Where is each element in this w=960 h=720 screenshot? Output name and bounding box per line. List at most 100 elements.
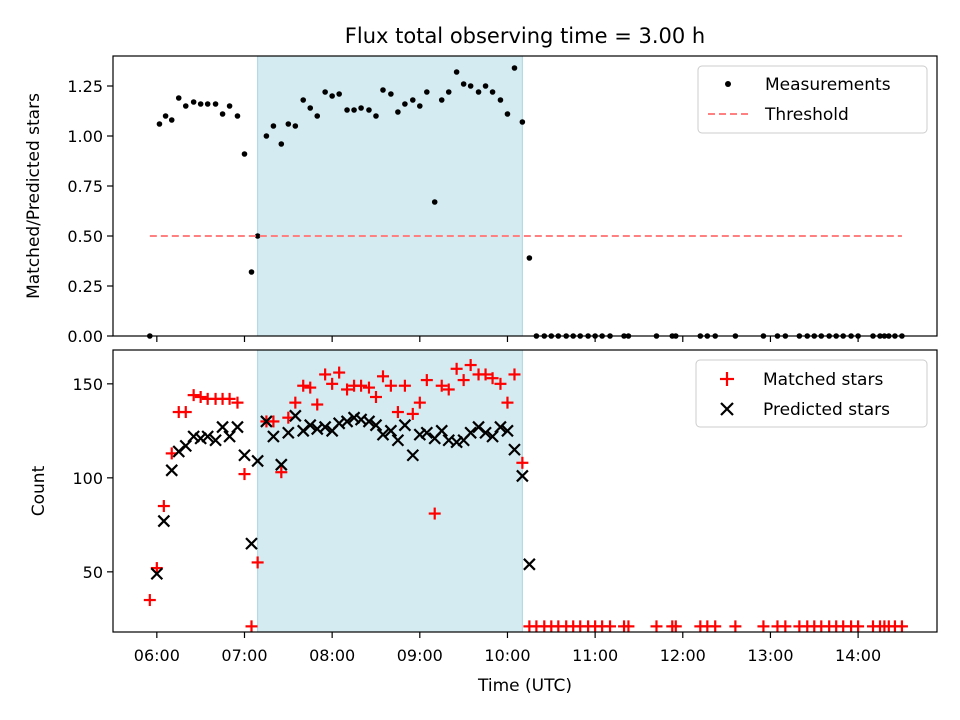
matched-star-point (251, 556, 264, 569)
measurement-point (438, 97, 445, 103)
y-tick-label: 0.25 (67, 277, 103, 296)
legend-marker-measurements (725, 81, 731, 87)
predicted-star-point (376, 428, 390, 441)
measurement-point (511, 65, 518, 71)
measurement-point (329, 93, 335, 99)
matched-star-point (420, 374, 433, 387)
predicted-star-point (245, 537, 258, 550)
bottom-panel-shaded-region (257, 349, 523, 633)
legend-marker-matched-stars (720, 372, 734, 386)
predicted-star-point (275, 458, 288, 471)
measurement-point (241, 151, 248, 157)
measurement-point (380, 87, 386, 93)
legend-marker-predicted-stars (720, 402, 734, 416)
matched-star-point (194, 391, 207, 403)
matched-star-point (391, 406, 404, 419)
predicted-star-point (406, 449, 420, 462)
x-tick-label: 12:00 (660, 646, 706, 665)
matched-star-point (435, 379, 448, 392)
matched-star-point (384, 379, 397, 392)
matched-star-point (304, 381, 317, 394)
predicted-star-point (494, 420, 507, 434)
matched-star-point (311, 398, 324, 411)
matched-star-point (369, 391, 382, 403)
measurement-point (489, 89, 496, 95)
bottom-panel-frame (112, 349, 938, 633)
predicted-star-point (479, 426, 492, 439)
measurement-point (336, 91, 342, 97)
measurement-point (162, 113, 169, 119)
predicted-star-point (435, 424, 449, 438)
x-tick-label: 07:00 (221, 646, 267, 665)
predicted-star-point (369, 418, 383, 432)
measurement-point (197, 101, 204, 107)
matched-star-point (501, 396, 514, 409)
measurement-point (409, 97, 416, 103)
y-tick-label: 100 (72, 469, 103, 488)
measurement-point (519, 119, 526, 125)
y-tick-label: 150 (72, 375, 103, 394)
legend-label-threshold: Threshold (764, 105, 849, 125)
matched-star-point (508, 368, 521, 381)
predicted-star-point (251, 454, 264, 468)
matched-star-point (223, 392, 236, 405)
predicted-star-point (231, 420, 244, 434)
measurement-point (248, 269, 255, 275)
matched-star-point (486, 372, 499, 385)
predicted-star-point (216, 420, 229, 434)
x-tick-label: 06:00 (134, 646, 180, 665)
y-tick-label: 0.75 (67, 177, 103, 196)
matched-star-point (709, 620, 722, 633)
top-panel-frame (112, 55, 938, 337)
matched-star-point (362, 381, 375, 394)
predicted-star-point (384, 424, 398, 438)
matched-star-point (604, 620, 617, 633)
predicted-star-point (413, 428, 427, 441)
matched-star-point (450, 362, 463, 375)
matched-star-point (650, 620, 663, 633)
predicted-star-point (464, 426, 477, 439)
predicted-star-point (362, 415, 376, 428)
top-panel: 0.00 0.25 0.50 0.75 1.00 1.25 Matched/Predict… (24, 55, 938, 346)
x-axis-label: Time (UTC) (477, 676, 572, 696)
measurement-point (475, 89, 482, 95)
y-tick-label: 1.00 (67, 127, 103, 146)
predicted-star-point (450, 435, 463, 449)
predicted-star-point (267, 430, 280, 443)
predicted-star-point (398, 418, 412, 432)
legend-box (697, 65, 928, 134)
top-panel-y-axis-label: Matched/Predicted stars (24, 93, 44, 299)
predicted-star-point (157, 514, 171, 528)
y-tick-label: 0.50 (67, 227, 103, 246)
measurement-point (175, 95, 182, 101)
x-tick-label: 13:00 (747, 646, 793, 665)
legend-label-measurements: Measurements (765, 75, 891, 95)
measurement-point (351, 107, 357, 113)
matched-star-point (187, 389, 200, 402)
x-tick-label: 11:00 (572, 646, 618, 665)
matched-star-point (895, 620, 908, 633)
matched-star-point (231, 396, 244, 409)
measurement-point (358, 105, 364, 111)
predicted-star-point (318, 420, 332, 434)
predicted-star-point (282, 426, 295, 439)
matched-star-point (757, 620, 770, 633)
legend-label-matched-stars: Matched stars (763, 370, 883, 390)
measurement-point (307, 105, 314, 111)
predicted-star-point (165, 464, 179, 477)
matched-star-point (157, 500, 170, 513)
predicted-star-point (501, 424, 514, 438)
predicted-star-point (508, 443, 521, 456)
matched-star-point (622, 620, 635, 633)
predicted-star-point (289, 409, 302, 423)
measurement-point (417, 103, 423, 109)
legend-box (695, 359, 928, 428)
matched-star-point (494, 377, 507, 390)
chart-title: Flux total observing time = 3.00 h (345, 24, 705, 48)
matched-star-point (428, 507, 441, 520)
top-panel-x-ticks (156, 336, 859, 342)
matched-star-point (333, 366, 346, 379)
measurement-point (285, 121, 292, 127)
matched-star-point (238, 468, 251, 481)
measurement-point (190, 99, 197, 105)
